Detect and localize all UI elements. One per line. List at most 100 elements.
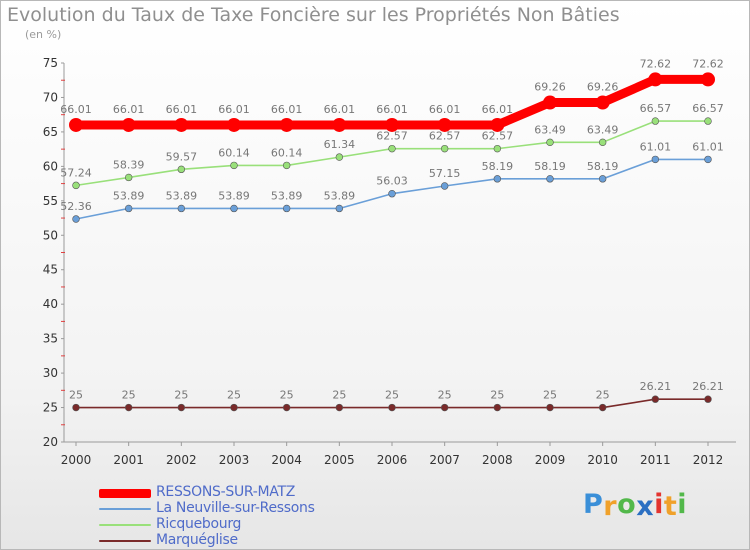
x-tick-label: 2002 (166, 453, 197, 467)
y-tick-label: 25 (43, 401, 58, 415)
data-label: 66.01 (482, 103, 514, 116)
logo-letter: P (583, 489, 604, 520)
legend-label: RESSONS-SUR-MATZ (156, 484, 296, 500)
logo-letter: r (603, 491, 618, 522)
data-point (279, 117, 294, 132)
data-label: 57.24 (60, 166, 92, 179)
data-point (72, 215, 80, 223)
x-tick-label: 2007 (429, 453, 460, 467)
data-label: 61.01 (692, 140, 724, 153)
y-tick-label: 65 (43, 125, 58, 139)
data-label: 56.03 (376, 175, 408, 188)
data-point (598, 175, 607, 183)
data-point (388, 144, 396, 153)
data-point (493, 175, 502, 183)
data-point (230, 204, 238, 213)
data-point (282, 161, 291, 170)
data-label: 25 (174, 389, 188, 402)
data-point (72, 403, 80, 412)
x-tick-label: 2012 (693, 453, 724, 467)
data-point (543, 95, 557, 110)
data-point (595, 95, 610, 110)
data-label: 25 (596, 389, 610, 402)
x-tick-label: 2008 (482, 453, 513, 467)
data-point (546, 138, 554, 147)
x-tick-label: 2000 (61, 453, 92, 467)
logo-letter: x (636, 491, 655, 522)
y-tick-label: 70 (43, 90, 58, 104)
data-label: 25 (332, 389, 346, 402)
data-label: 66.01 (271, 103, 303, 116)
data-point (440, 182, 449, 190)
data-point (648, 72, 663, 87)
data-point (177, 204, 186, 213)
data-label: 58.19 (534, 160, 566, 173)
y-tick-label: 35 (43, 332, 58, 346)
legend-label: Ricquebourg (156, 516, 242, 532)
data-label: 63.49 (534, 123, 566, 136)
data-label: 66.57 (640, 102, 672, 115)
logo-letter: t (663, 491, 678, 522)
data-point (69, 117, 83, 132)
data-point (490, 117, 505, 132)
data-point (704, 117, 712, 125)
data-label: 25 (227, 389, 241, 402)
x-tick-label: 2001 (113, 453, 144, 467)
x-tick-label: 2006 (377, 453, 408, 467)
legend-swatch (99, 508, 151, 510)
data-point (493, 403, 502, 412)
data-point (701, 72, 715, 87)
data-label: 66.01 (429, 103, 461, 116)
data-label: 60.14 (271, 146, 303, 159)
data-point (124, 204, 133, 213)
data-point (335, 204, 344, 213)
data-labels-layer: 25 25 25 25 25 25 25 25 25 25 25 26.21 26.21 52.36 53.… (60, 57, 724, 401)
data-point (121, 117, 136, 132)
data-point (124, 173, 133, 182)
legend-swatch (99, 540, 151, 542)
data-label: 60.14 (218, 146, 250, 159)
data-label: 25 (122, 389, 136, 402)
data-label: 59.57 (166, 150, 198, 163)
data-point (598, 138, 607, 147)
data-point (437, 117, 452, 132)
data-label: 72.62 (640, 57, 672, 70)
data-label: 66.01 (113, 103, 145, 116)
data-point (124, 403, 133, 412)
series-layer (69, 72, 715, 412)
data-point (177, 403, 186, 412)
legend-label: La Neuville-sur-Ressons (156, 500, 315, 516)
data-point (72, 181, 80, 190)
data-label: 52.36 (60, 200, 92, 213)
data-point (651, 395, 660, 403)
data-label: 53.89 (271, 189, 303, 202)
data-label: 25 (543, 389, 557, 402)
data-point (651, 155, 660, 164)
proxiti-logo: Proxiti (583, 489, 687, 522)
y-tick-label: 45 (43, 263, 58, 277)
data-point (335, 403, 344, 412)
data-point (332, 117, 347, 132)
data-point (230, 403, 238, 412)
data-label: 66.01 (376, 103, 408, 116)
data-point (282, 403, 291, 412)
data-point (440, 144, 449, 153)
data-point (440, 403, 449, 412)
data-label: 62.57 (429, 130, 461, 143)
y-tick-label: 40 (43, 297, 58, 311)
data-label: 62.57 (482, 130, 514, 143)
y-tick-label: 20 (43, 435, 58, 449)
chart-title: Evolution du Taux de Taxe Foncière sur l… (7, 4, 620, 26)
data-label: 66.01 (166, 103, 198, 116)
data-point (177, 165, 186, 174)
data-point (388, 403, 396, 412)
data-label: 58.39 (113, 158, 145, 171)
data-point (546, 403, 554, 412)
y-tick-label: 50 (43, 228, 58, 242)
data-label: 72.62 (692, 57, 724, 70)
data-label: 66.57 (692, 102, 724, 115)
data-label: 66.01 (60, 103, 92, 116)
y-tick-label: 75 (43, 56, 58, 70)
data-point (546, 175, 554, 183)
